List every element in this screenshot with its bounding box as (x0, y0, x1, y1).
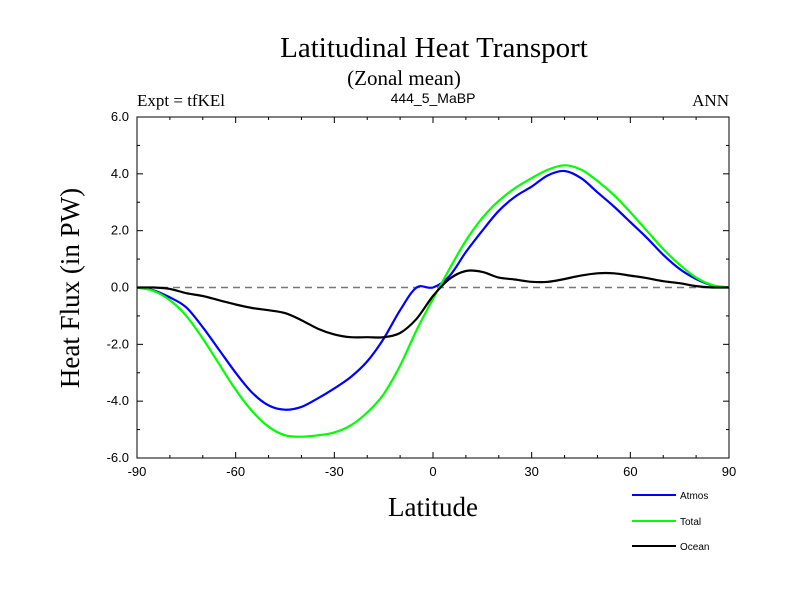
legend-label-total: Total (680, 517, 701, 528)
y-axis-label: Heat Flux (in PW) (55, 188, 85, 388)
y-tick-label: 2.0 (111, 223, 129, 238)
y-tick-label: 0.0 (111, 280, 129, 295)
x-tick-label: 30 (524, 464, 538, 479)
x-tick-label: 0 (429, 464, 436, 479)
y-tick-label: -4.0 (107, 393, 129, 408)
series-line-atmos (136, 169, 730, 411)
x-tick-label: -90 (128, 464, 147, 479)
x-tick-label: -30 (325, 464, 344, 479)
y-ticks: -6.0 -4.0 -2.0 0.0 2.0 4.0 6.0 (107, 109, 729, 465)
case-label: 444_5_MaBP (391, 90, 476, 106)
y-tick-label: -2.0 (107, 336, 129, 351)
x-axis-label: Latitude (388, 492, 478, 522)
series-lines (136, 164, 730, 438)
x-tick-label: -60 (226, 464, 245, 479)
series-line-total (136, 164, 730, 438)
chart-title: Latitudinal Heat Transport (280, 32, 588, 64)
y-tick-label: 4.0 (111, 166, 129, 181)
legend-label-atmos: Atmos (680, 491, 708, 502)
legend: Atmos Total Ocean (632, 491, 709, 553)
x-tick-label: 60 (623, 464, 637, 479)
series-line-ocean (136, 269, 730, 339)
y-tick-label: 6.0 (111, 109, 129, 124)
y-tick-label: -6.0 (107, 450, 129, 465)
x-ticks: -90 -60 -30 0 30 60 90 (128, 117, 736, 479)
season-label: ANN (692, 91, 729, 110)
chart-subtitle: (Zonal mean) (347, 66, 461, 90)
experiment-label: Expt = tfKEl (137, 91, 225, 110)
x-tick-label: 90 (722, 464, 736, 479)
legend-label-ocean: Ocean (680, 542, 709, 553)
